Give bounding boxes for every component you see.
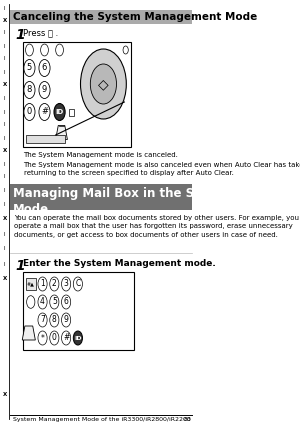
Polygon shape xyxy=(22,326,35,340)
Text: 6: 6 xyxy=(42,63,47,73)
Bar xyxy=(26,278,36,290)
Text: 5: 5 xyxy=(27,63,32,73)
Circle shape xyxy=(39,60,50,76)
Circle shape xyxy=(24,82,35,99)
Text: Enter the System Management mode.: Enter the System Management mode. xyxy=(23,259,216,268)
Text: I: I xyxy=(4,262,5,266)
Text: 1: 1 xyxy=(15,259,25,273)
Circle shape xyxy=(50,313,59,327)
Text: I: I xyxy=(4,175,5,179)
Text: ID: ID xyxy=(74,335,82,341)
Text: #▲: #▲ xyxy=(27,281,35,287)
Circle shape xyxy=(38,295,47,309)
Circle shape xyxy=(61,277,71,291)
Polygon shape xyxy=(56,126,68,139)
Text: I: I xyxy=(4,97,5,102)
Circle shape xyxy=(50,331,59,345)
Bar xyxy=(23,42,131,147)
Bar xyxy=(11,184,192,210)
Text: C: C xyxy=(75,280,80,288)
Text: 6: 6 xyxy=(64,297,68,306)
Text: I: I xyxy=(4,109,5,115)
Text: X: X xyxy=(2,217,7,221)
Circle shape xyxy=(38,277,47,291)
Text: X: X xyxy=(2,148,7,154)
Text: 3: 3 xyxy=(64,280,68,288)
Text: ID: ID xyxy=(56,109,64,115)
Circle shape xyxy=(39,103,50,121)
Text: 5: 5 xyxy=(52,297,57,306)
Text: I: I xyxy=(4,69,5,75)
Text: Managing Mail Box in the System Management
Mode: Managing Mail Box in the System Manageme… xyxy=(13,187,300,216)
Text: You can operate the mail box documents stored by other users. For example, you c: You can operate the mail box documents s… xyxy=(14,215,300,238)
Text: I: I xyxy=(4,161,5,166)
Text: I: I xyxy=(4,232,5,236)
Text: X: X xyxy=(2,82,7,88)
Circle shape xyxy=(90,64,116,104)
Circle shape xyxy=(61,331,71,345)
Text: 8: 8 xyxy=(52,315,57,324)
Circle shape xyxy=(24,60,35,76)
Text: 9: 9 xyxy=(42,85,47,94)
Bar xyxy=(23,272,134,350)
Circle shape xyxy=(61,295,71,309)
Circle shape xyxy=(39,82,50,99)
Text: X: X xyxy=(2,277,7,281)
Circle shape xyxy=(73,277,83,291)
Bar xyxy=(11,10,192,24)
Text: X: X xyxy=(2,392,7,396)
Bar xyxy=(69,109,74,116)
Text: 4: 4 xyxy=(40,297,45,306)
Circle shape xyxy=(38,331,47,345)
Text: 0: 0 xyxy=(52,333,57,342)
Circle shape xyxy=(40,44,48,56)
Circle shape xyxy=(80,49,126,119)
Circle shape xyxy=(26,44,33,56)
Text: 8: 8 xyxy=(27,85,32,94)
Circle shape xyxy=(38,313,47,327)
Text: I: I xyxy=(4,188,5,193)
Circle shape xyxy=(24,103,35,121)
Text: Press ⓘ .: Press ⓘ . xyxy=(23,28,58,37)
Text: 2: 2 xyxy=(52,280,57,288)
Text: 83: 83 xyxy=(183,417,191,422)
Circle shape xyxy=(123,46,128,54)
Text: Canceling the System Management Mode: Canceling the System Management Mode xyxy=(13,12,257,22)
Text: System Management Mode of the iR3300/iR2800/iR2200: System Management Mode of the iR3300/iR2… xyxy=(13,417,190,422)
Text: 1: 1 xyxy=(15,28,25,42)
Text: I: I xyxy=(4,136,5,141)
Text: I: I xyxy=(4,6,5,12)
Circle shape xyxy=(73,331,83,345)
Circle shape xyxy=(56,44,64,56)
Text: I: I xyxy=(4,247,5,251)
Text: I: I xyxy=(4,57,5,61)
Text: I: I xyxy=(4,43,5,48)
Text: X: X xyxy=(2,18,7,24)
Text: 9: 9 xyxy=(64,315,68,324)
Text: 1: 1 xyxy=(40,280,45,288)
Text: The System Management mode is also canceled even when Auto Clear has taken place: The System Management mode is also cance… xyxy=(24,162,300,176)
Text: 0: 0 xyxy=(27,108,32,117)
Text: #: # xyxy=(63,333,69,342)
Text: *: * xyxy=(40,333,44,342)
Circle shape xyxy=(61,313,71,327)
Circle shape xyxy=(54,103,65,121)
Circle shape xyxy=(50,295,59,309)
Bar xyxy=(26,135,65,143)
Text: The System Management mode is canceled.: The System Management mode is canceled. xyxy=(24,152,178,158)
Circle shape xyxy=(27,296,35,308)
Text: ◇: ◇ xyxy=(98,77,109,91)
Text: 7: 7 xyxy=(40,315,45,324)
Text: I: I xyxy=(4,30,5,36)
Text: I: I xyxy=(4,123,5,127)
Circle shape xyxy=(50,277,59,291)
Text: #: # xyxy=(41,108,48,117)
Text: I: I xyxy=(4,202,5,206)
